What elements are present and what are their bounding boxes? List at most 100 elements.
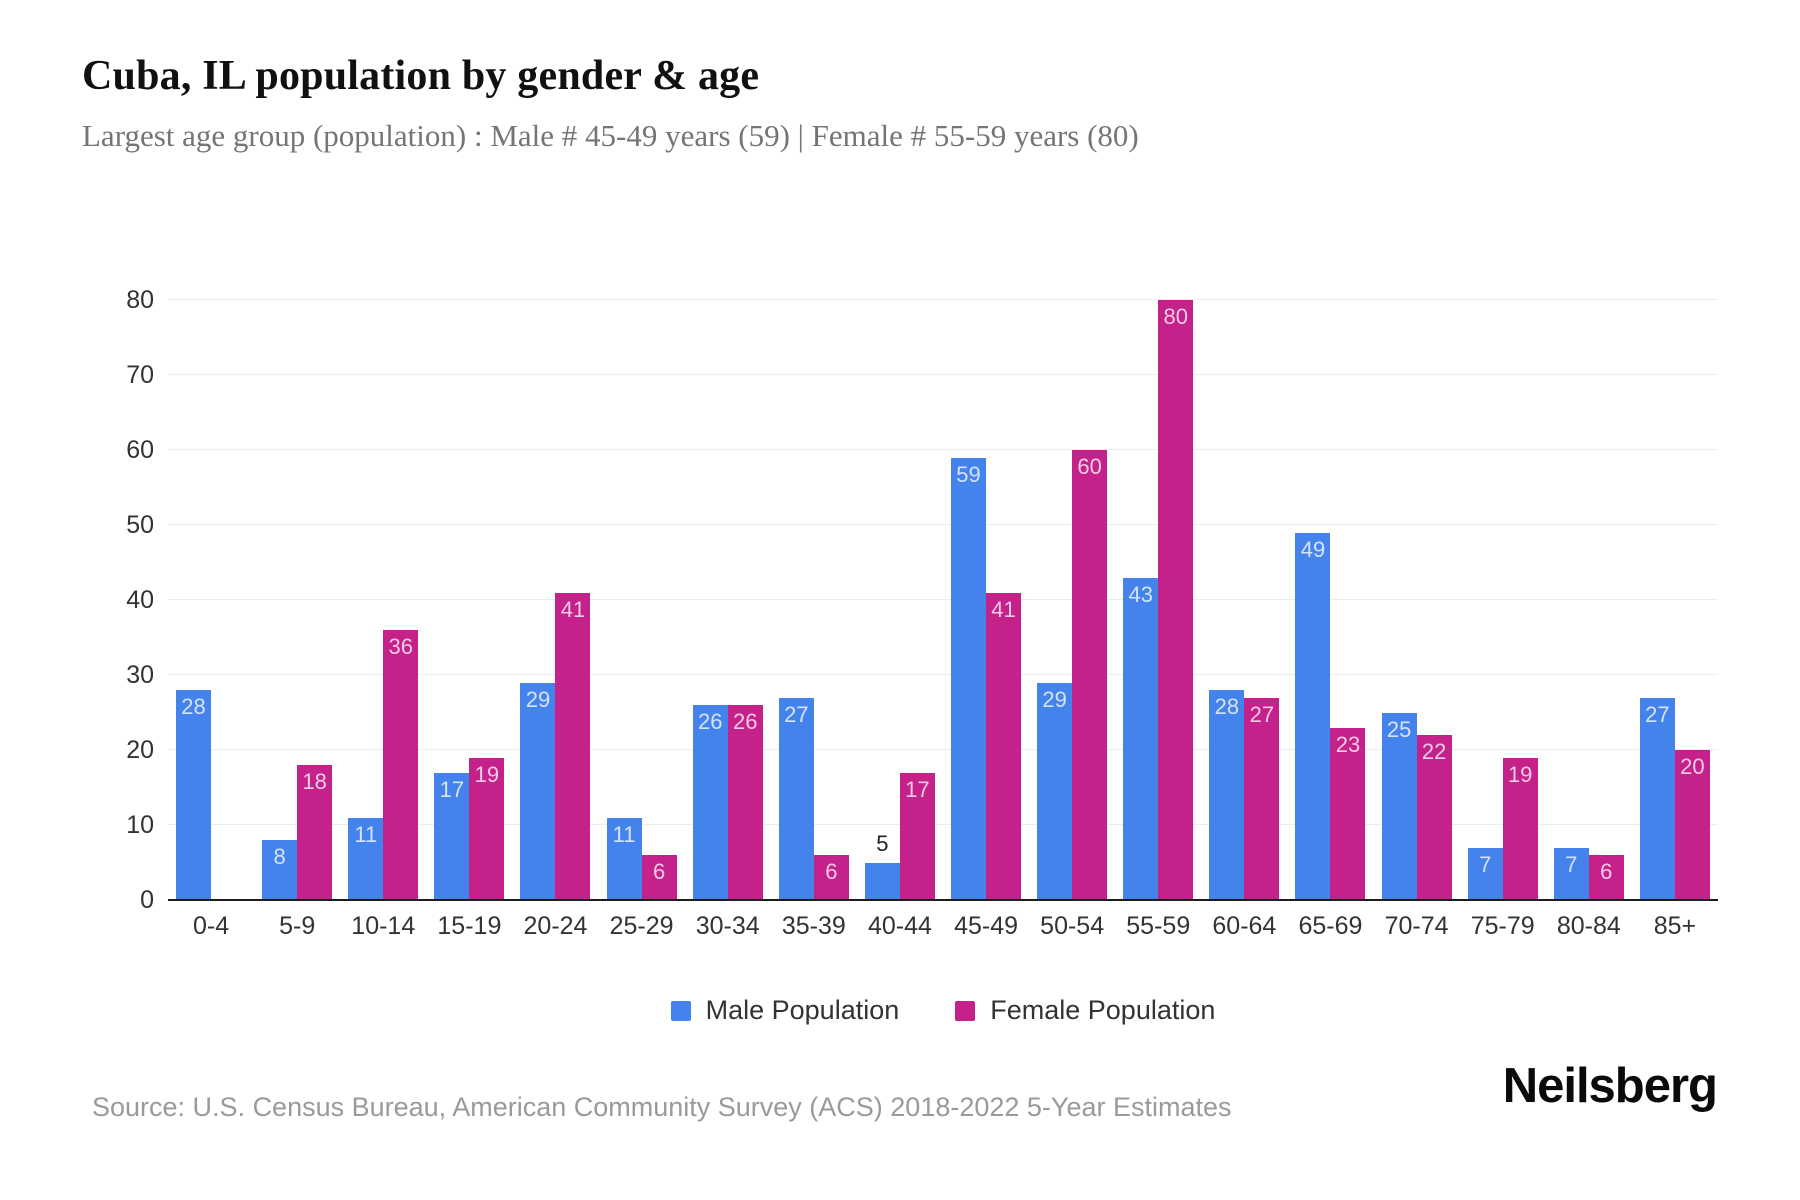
male-bar-0-4: 28	[176, 690, 212, 900]
male-bar-75-79: 7	[1467, 847, 1503, 900]
gridline-20	[168, 749, 1718, 750]
female-bar-45-49: 41	[986, 592, 1022, 900]
female-bar-50-54: 60	[1072, 450, 1108, 900]
x-tick-10-14: 10-14	[351, 912, 416, 940]
bar-group-40-44: 5 17	[857, 300, 943, 900]
female-bar-65-69: 23	[1330, 727, 1366, 900]
female-bar-10-14: 36	[383, 630, 419, 900]
male-legend-swatch	[670, 1000, 691, 1021]
female-bar-70-74: 22	[1416, 735, 1452, 900]
x-tick-75-79: 75-79	[1470, 912, 1535, 940]
bar-group-75-79: 7 19	[1460, 300, 1546, 900]
male-bar-65-69: 49	[1295, 532, 1331, 900]
x-tick-0-4: 0-4	[192, 912, 230, 940]
male-bar-10-14: 11	[348, 817, 384, 900]
bar-value-label: 7	[1565, 851, 1578, 877]
gridline-50	[168, 524, 1718, 525]
bar-value-label: 26	[732, 709, 758, 734]
female-bar-85+: 20	[1674, 750, 1710, 900]
female-bar-5-9: 18	[297, 765, 333, 900]
bar-value-label: 27	[1645, 701, 1670, 727]
bar-group-20-24: 29 41	[512, 300, 598, 900]
x-axis-labels: 0-4 5-9 10-14 15-19 20-24 25-29 30-34 35-39 40-4…	[168, 912, 1718, 941]
female-bar-80-84: 6	[1588, 855, 1624, 900]
bar-value-label: 6	[652, 859, 666, 884]
female-legend-swatch	[955, 1000, 976, 1021]
bar-group-5-9: 8 18	[254, 300, 340, 900]
bar-group-15-19: 17 19	[426, 300, 512, 900]
y-tick-70: 70	[126, 361, 154, 389]
bar-value-label: 23	[1335, 731, 1361, 757]
bar-group-30-34: 26 26	[685, 300, 771, 900]
x-tick-60-64: 60-64	[1212, 912, 1277, 940]
bar-value-label: 7	[1479, 851, 1492, 877]
x-tick-45-49: 45-49	[954, 912, 1019, 940]
y-tick-50: 50	[126, 511, 154, 539]
male-bar-15-19: 17	[434, 772, 470, 900]
y-tick-10: 10	[126, 811, 154, 839]
bar-group-10-14: 11 36	[340, 300, 426, 900]
female-bar-25-29: 6	[641, 855, 677, 900]
bar-value-label: 29	[525, 686, 551, 712]
bar-value-label: 36	[388, 634, 413, 659]
female-bar-30-34: 26	[727, 705, 763, 900]
bar-value-label: 17	[439, 776, 465, 802]
bar-value-label: 19	[1507, 761, 1533, 787]
female-bar-35-39: 6	[813, 855, 849, 900]
source-attribution: Source: U.S. Census Bureau, American Com…	[92, 1092, 1232, 1122]
bar-value-label: 22	[1421, 739, 1447, 764]
male-bar-80-84: 7	[1553, 847, 1589, 900]
male-bar-85+: 27	[1639, 697, 1675, 900]
male-bar-45-49: 59	[951, 457, 987, 900]
male-bar-5-9: 8	[262, 840, 298, 900]
x-tick-30-34: 30-34	[695, 912, 760, 940]
bar-value-label: 8	[273, 844, 286, 869]
x-tick-15-19: 15-19	[437, 912, 502, 940]
bar-value-label: 17	[905, 776, 930, 802]
legend-item-male: Male Population	[670, 995, 900, 1026]
female-bar-75-79: 19	[1502, 757, 1538, 900]
bar-group-50-54: 29 60	[1029, 300, 1115, 900]
bar-value-label: 11	[354, 821, 378, 847]
bar-value-label: 27	[784, 701, 809, 727]
bar-group-70-74: 25 22	[1374, 300, 1460, 900]
bar-group-0-4: 28	[168, 300, 254, 900]
male-legend-label: Male Population	[705, 995, 900, 1025]
bar-group-35-39: 27 6	[771, 300, 857, 900]
bar-group-45-49: 59 41	[943, 300, 1029, 900]
x-tick-25-29: 25-29	[609, 912, 674, 940]
male-bar-20-24: 29	[520, 682, 556, 900]
x-tick-20-24: 20-24	[523, 912, 588, 940]
bar-value-label: 25	[1386, 716, 1412, 742]
y-tick-80: 80	[126, 286, 154, 314]
x-tick-85+: 85+	[1653, 912, 1697, 940]
bar-value-label: 20	[1680, 754, 1705, 779]
bar-value-label: 26	[697, 709, 723, 734]
x-tick-80-84: 80-84	[1556, 912, 1621, 940]
female-bar-40-44: 17	[899, 772, 935, 900]
gridline-60	[168, 449, 1718, 450]
bar-group-85+: 27 20	[1632, 300, 1718, 900]
x-tick-65-69: 65-69	[1298, 912, 1363, 940]
female-legend-label: Female Population	[990, 995, 1216, 1025]
bar-value-label: 11	[612, 821, 636, 847]
male-bar-55-59: 43	[1123, 577, 1159, 900]
legend: Male Population Female Population	[168, 995, 1718, 1026]
bar-value-label: 27	[1249, 701, 1275, 727]
bar-group-60-64: 28 27	[1201, 300, 1287, 900]
bar-value-label: 6	[825, 859, 838, 884]
bar-value-label: 43	[1128, 581, 1153, 607]
y-tick-0: 0	[140, 886, 154, 914]
male-bar-50-54: 29	[1037, 682, 1073, 900]
gridline-10	[168, 824, 1718, 825]
x-tick-50-54: 50-54	[1040, 912, 1105, 940]
female-bar-60-64: 27	[1244, 697, 1280, 900]
legend-item-female: Female Population	[955, 995, 1215, 1026]
bar-value-label: 28	[181, 694, 206, 719]
female-bar-20-24: 41	[555, 592, 591, 900]
x-tick-70-74: 70-74	[1384, 912, 1449, 940]
bar-group-25-29: 11 6	[599, 300, 685, 900]
y-axis-labels: 0 10 20 30 40 50 60 70 80	[82, 287, 154, 913]
y-tick-40: 40	[126, 586, 154, 614]
